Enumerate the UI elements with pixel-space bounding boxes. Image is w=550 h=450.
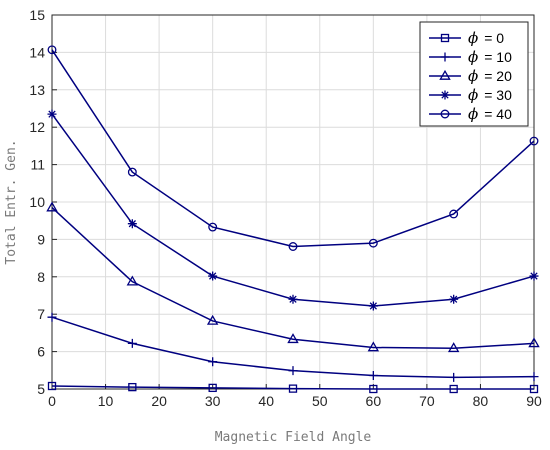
x-tick-label: 0 [48, 393, 56, 409]
data-point [367, 341, 380, 352]
legend-symbol: ϕ [468, 67, 478, 85]
data-point [529, 136, 539, 146]
legend-name: = 40 [484, 106, 512, 122]
data-point [449, 209, 459, 219]
y-tick-label: 8 [37, 269, 45, 285]
data-point [288, 294, 298, 304]
x-axis-title: Magnetic Field Angle [215, 430, 372, 445]
data-point [127, 219, 137, 229]
legend-label: ϕ = 10 [468, 48, 512, 66]
series-line [51, 207, 535, 349]
x-tick-label: 40 [258, 393, 274, 409]
data-point [206, 314, 219, 325]
data-point [208, 357, 218, 367]
legend-entry: ϕ = 0 [429, 29, 504, 47]
legend-name: = 0 [484, 30, 504, 46]
data-point [529, 271, 539, 281]
y-tick-label: 7 [37, 306, 45, 322]
series-group [46, 201, 540, 353]
legend-label: ϕ = 40 [468, 105, 512, 123]
data-point [208, 222, 218, 232]
series-line [51, 385, 534, 390]
legend-box [419, 21, 529, 127]
y-tick-label: 14 [29, 44, 45, 60]
data-point [127, 167, 137, 177]
data-point [288, 242, 298, 251]
data-point [288, 384, 298, 393]
series-group [47, 381, 539, 394]
square-marker [440, 33, 450, 43]
data-point [528, 337, 540, 348]
legend-label: ϕ = 0 [468, 29, 504, 47]
legend-symbol: ϕ [468, 29, 478, 47]
data-point [529, 384, 539, 394]
x-tick-label: 60 [366, 393, 382, 409]
legend-entry: ϕ = 30 [429, 86, 512, 104]
data-point [288, 366, 298, 376]
x-tick-label: 70 [419, 393, 435, 409]
data-point [208, 271, 218, 281]
data-point [47, 312, 57, 322]
y-tick-label: 13 [29, 82, 45, 98]
data-point [127, 338, 137, 348]
legend: ϕ = 0 ϕ = 10 ϕ = 20 ϕ = 30 ϕ = 40 [419, 21, 529, 127]
y-axis-title: Total Entr. Gen. [4, 139, 19, 264]
x-tick-label: 80 [473, 393, 489, 409]
data-point [369, 384, 378, 394]
series-group [47, 109, 539, 311]
legend-entry: ϕ = 10 [429, 48, 512, 66]
legend-symbol: ϕ [468, 105, 478, 123]
data-point [449, 372, 459, 382]
data-point [529, 372, 539, 382]
y-tick-label: 6 [37, 344, 45, 360]
series-group [47, 312, 539, 382]
asterisk-marker [440, 90, 450, 100]
circle-marker [440, 109, 450, 119]
plus-marker [440, 52, 450, 62]
legend-symbol: ϕ [468, 48, 478, 66]
legend-symbol: ϕ [468, 86, 478, 104]
data-point [449, 384, 458, 394]
data-point [47, 109, 57, 119]
data-point [368, 238, 378, 248]
data-point [368, 371, 378, 381]
legend-name: = 30 [484, 87, 512, 103]
x-tick-label: 10 [98, 393, 114, 409]
y-tick-label: 15 [29, 7, 45, 23]
y-tick-label: 10 [29, 194, 45, 210]
triangle-marker [439, 69, 451, 80]
x-tick-label: 20 [151, 393, 167, 409]
data-point [47, 381, 57, 391]
x-tick-label: 50 [312, 393, 328, 409]
data-point [208, 383, 217, 393]
x-tick-label: 90 [526, 393, 542, 409]
data-point [47, 45, 57, 55]
data-point [449, 294, 459, 304]
data-point [46, 201, 58, 212]
legend-label: ϕ = 30 [468, 86, 512, 104]
y-tick-label: 5 [37, 381, 45, 397]
series-group [47, 45, 539, 251]
data-point [128, 382, 137, 392]
y-tick-label: 12 [29, 119, 45, 135]
series-line [51, 49, 535, 248]
legend-label: ϕ = 20 [468, 67, 512, 85]
legend-name: = 10 [484, 49, 512, 65]
legend-name: = 20 [484, 68, 512, 84]
y-tick-label: 11 [30, 157, 45, 173]
y-tick-label: 9 [37, 231, 45, 247]
data-point [368, 301, 378, 311]
legend-entry: ϕ = 40 [429, 105, 512, 123]
series-layer [46, 45, 540, 394]
data-point [447, 342, 460, 353]
legend-entry: ϕ = 20 [429, 67, 512, 85]
data-point [126, 275, 139, 286]
data-point [287, 333, 299, 344]
x-tick-label: 30 [205, 393, 221, 409]
